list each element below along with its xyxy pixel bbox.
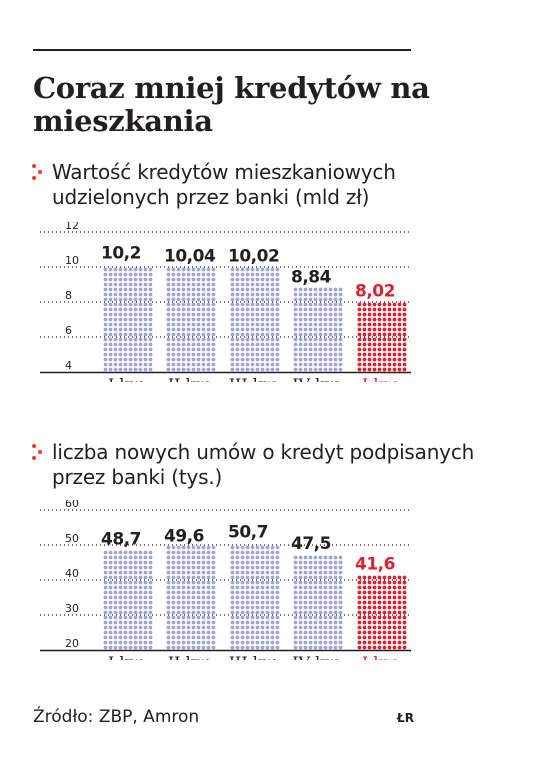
data-label: 49,6 <box>164 526 204 546</box>
bar <box>230 267 280 372</box>
x-tick-label: III kw. <box>229 653 280 660</box>
x-tick-label: I kw. <box>108 653 146 660</box>
data-label: 10,02 <box>228 247 279 267</box>
x-tick-label: II kw. <box>168 375 212 382</box>
y-tick-label: 10 <box>65 254 79 267</box>
data-label: 41,6 <box>355 554 395 574</box>
x-tick-label: IV kw. <box>292 375 342 382</box>
x-tick-label: I kw. <box>108 375 146 382</box>
y-tick-label: 12 <box>65 222 79 232</box>
bar <box>166 267 216 372</box>
data-label: 8,02 <box>355 282 395 302</box>
bullet-icon <box>32 444 42 460</box>
source-note: Źródło: ZBP, Amron <box>33 707 200 727</box>
page-title: Coraz mniej kredytów na mieszkania <box>33 71 430 138</box>
bar <box>166 545 216 650</box>
bar <box>103 550 153 650</box>
data-label: 8,84 <box>291 267 332 287</box>
x-tick-label: I kw. <box>362 653 400 660</box>
y-tick-label: 50 <box>65 532 79 545</box>
bar <box>357 575 407 650</box>
x-tick-label: IV kw. <box>292 653 342 660</box>
y-tick-label: 30 <box>65 602 79 615</box>
data-label: 10,04 <box>164 246 216 266</box>
y-tick-label: 60 <box>65 500 79 510</box>
bar <box>230 545 280 650</box>
x-tick-label: III kw. <box>229 375 280 382</box>
y-tick-label: 40 <box>65 567 79 580</box>
y-tick-label: 8 <box>65 289 72 302</box>
publisher-logo: ŁR <box>397 711 414 725</box>
y-tick-label: 20 <box>65 637 79 650</box>
data-label: 47,5 <box>291 534 331 554</box>
bar <box>293 287 343 372</box>
bar <box>293 555 343 650</box>
x-tick-label: II kw. <box>168 653 212 660</box>
y-tick-label: 4 <box>65 359 72 372</box>
data-label: 48,7 <box>101 530 141 550</box>
top-rule <box>33 49 411 51</box>
y-tick-label: 6 <box>65 324 72 337</box>
bullet-icon <box>32 164 42 180</box>
bar <box>103 267 153 372</box>
data-label: 10,2 <box>101 244 141 264</box>
x-tick-label: I kw. <box>362 375 400 382</box>
bar <box>357 302 407 372</box>
data-label: 50,7 <box>228 523 268 543</box>
chart-1-title: Wartość kredytów mieszkaniowych udzielon… <box>52 160 396 209</box>
chart-2-title: liczba nowych umów o kredyt podpisanych … <box>52 440 475 489</box>
